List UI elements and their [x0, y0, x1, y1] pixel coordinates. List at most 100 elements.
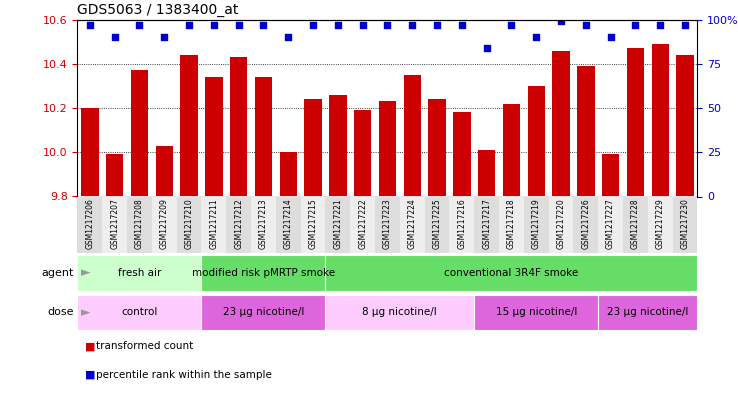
Text: 23 μg nicotine/l: 23 μg nicotine/l	[607, 307, 689, 318]
Text: ■: ■	[85, 342, 95, 351]
Bar	[672, 196, 697, 253]
Text: GSM1217219: GSM1217219	[532, 198, 541, 249]
Text: GSM1217228: GSM1217228	[631, 198, 640, 249]
Text: GSM1217216: GSM1217216	[458, 198, 466, 249]
Bar	[652, 44, 669, 196]
Bar	[548, 196, 573, 253]
Bar	[528, 86, 545, 196]
Bar	[103, 196, 127, 253]
Bar	[300, 196, 325, 253]
Point	[307, 22, 319, 28]
Text: ►: ►	[81, 306, 91, 319]
Bar	[127, 196, 152, 253]
Text: GSM1217213: GSM1217213	[259, 198, 268, 249]
Text: ►: ►	[81, 266, 91, 280]
Bar	[503, 104, 520, 196]
Bar	[577, 66, 595, 196]
Bar	[375, 196, 400, 253]
Text: 8 μg nicotine/l: 8 μg nicotine/l	[362, 307, 437, 318]
Point	[382, 22, 393, 28]
Bar	[156, 146, 173, 196]
Bar	[329, 95, 347, 196]
Text: GSM1217208: GSM1217208	[135, 198, 144, 249]
Bar	[106, 154, 123, 196]
Text: GSM1217214: GSM1217214	[284, 198, 293, 249]
Bar	[201, 196, 227, 253]
Bar	[205, 77, 223, 196]
Point	[232, 22, 244, 28]
Text: 23 μg nicotine/l: 23 μg nicotine/l	[223, 307, 304, 318]
Text: GSM1217226: GSM1217226	[582, 198, 590, 249]
Text: GSM1217210: GSM1217210	[184, 198, 193, 249]
Point	[258, 22, 269, 28]
Text: GSM1217225: GSM1217225	[432, 198, 441, 249]
Bar	[599, 196, 623, 253]
Bar	[602, 154, 619, 196]
Bar	[453, 112, 471, 196]
Bar	[573, 196, 599, 253]
Bar	[428, 99, 446, 196]
Bar	[676, 55, 694, 196]
Bar	[152, 196, 176, 253]
Bar	[478, 150, 495, 196]
Bar	[255, 77, 272, 196]
Bar	[475, 295, 599, 330]
Point	[604, 34, 616, 40]
Bar	[424, 196, 449, 253]
Text: GSM1217218: GSM1217218	[507, 198, 516, 249]
Text: GSM1217221: GSM1217221	[334, 198, 342, 249]
Text: GSM1217211: GSM1217211	[210, 198, 218, 249]
Bar	[304, 99, 322, 196]
Bar	[201, 255, 325, 291]
Text: GSM1217209: GSM1217209	[160, 198, 169, 249]
Bar	[325, 196, 351, 253]
Bar	[77, 255, 201, 291]
Bar	[77, 295, 201, 330]
Point	[431, 22, 443, 28]
Point	[456, 22, 468, 28]
Bar	[325, 255, 697, 291]
Point	[159, 34, 170, 40]
Text: GSM1217224: GSM1217224	[408, 198, 417, 249]
Point	[655, 22, 666, 28]
Text: conventional 3R4F smoke: conventional 3R4F smoke	[444, 268, 579, 278]
Text: ■: ■	[85, 370, 95, 380]
Bar	[276, 196, 300, 253]
Bar	[449, 196, 475, 253]
Text: GSM1217230: GSM1217230	[680, 198, 689, 249]
Text: GSM1217222: GSM1217222	[358, 198, 367, 249]
Bar	[180, 55, 198, 196]
Text: modified risk pMRTP smoke: modified risk pMRTP smoke	[192, 268, 335, 278]
Point	[531, 34, 542, 40]
Bar	[400, 196, 424, 253]
Point	[506, 22, 517, 28]
Point	[679, 22, 691, 28]
Bar	[325, 295, 475, 330]
Text: transformed count: transformed count	[96, 342, 193, 351]
Bar	[552, 51, 570, 196]
Bar	[77, 196, 103, 253]
Point	[108, 34, 120, 40]
Point	[555, 18, 567, 24]
Point	[134, 22, 145, 28]
Point	[208, 22, 220, 28]
Bar	[201, 295, 325, 330]
Bar	[131, 70, 148, 196]
Bar	[354, 110, 371, 196]
Bar	[227, 196, 251, 253]
Text: agent: agent	[41, 268, 74, 278]
Bar	[176, 196, 201, 253]
Text: dose: dose	[47, 307, 74, 318]
Point	[630, 22, 641, 28]
Bar	[648, 196, 672, 253]
Bar	[404, 75, 421, 196]
Bar	[627, 48, 644, 196]
Bar	[475, 196, 499, 253]
Bar	[599, 295, 697, 330]
Bar	[499, 196, 524, 253]
Point	[580, 22, 592, 28]
Text: GSM1217220: GSM1217220	[556, 198, 565, 249]
Point	[356, 22, 368, 28]
Bar	[524, 196, 548, 253]
Bar	[623, 196, 648, 253]
